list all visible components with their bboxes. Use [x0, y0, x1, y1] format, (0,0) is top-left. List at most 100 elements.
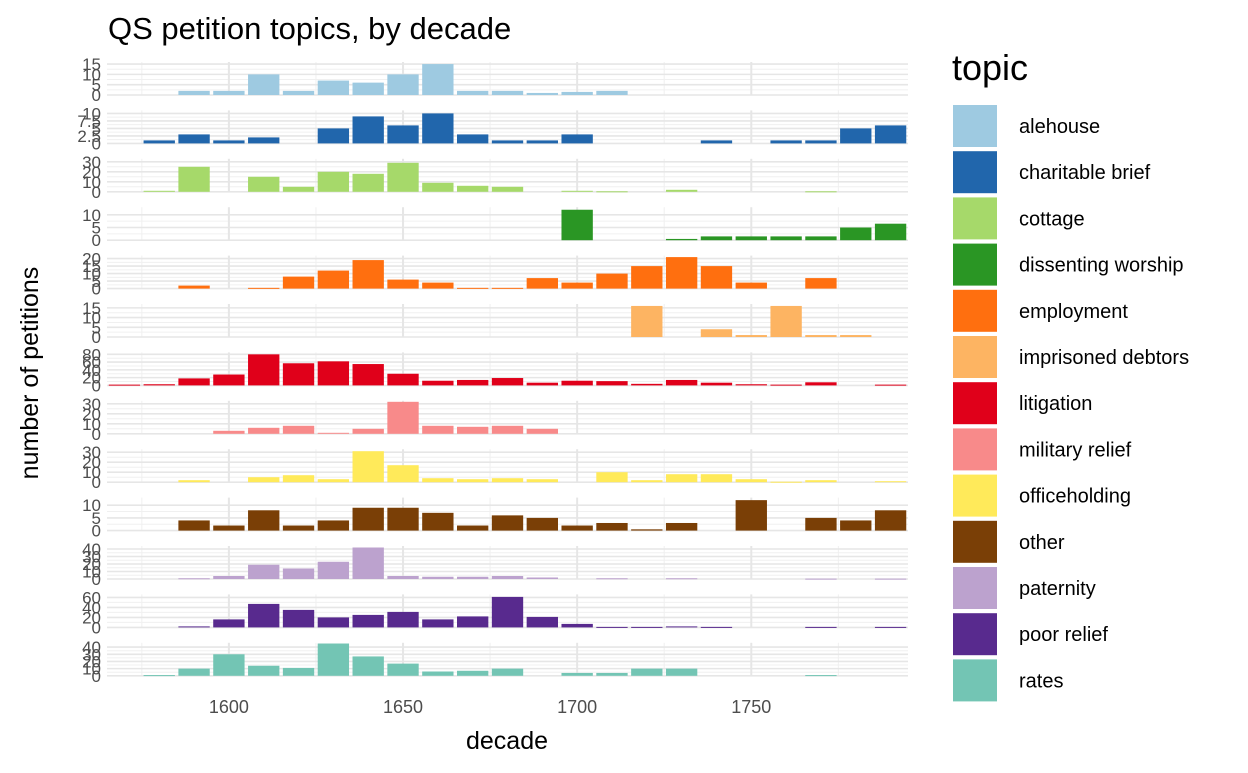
bar [143, 190, 175, 192]
legend-swatch [953, 428, 997, 471]
y-tick-label: 30 [82, 153, 101, 172]
y-tick-label: 60 [82, 588, 101, 607]
bar [282, 609, 315, 628]
bar [457, 576, 489, 579]
bar [526, 577, 558, 579]
y-axis-label: number of petitions [16, 267, 44, 480]
bar [526, 517, 558, 531]
bar [352, 428, 384, 434]
bar [352, 656, 384, 676]
bar [596, 522, 628, 531]
legend-item: dissenting worship [953, 243, 1184, 286]
bar [596, 273, 628, 289]
y-tick-label: 10 [82, 496, 101, 515]
bar [491, 140, 524, 144]
bar [143, 384, 175, 386]
y-tick-label: 10 [82, 463, 101, 482]
bar [805, 236, 837, 241]
legend-swatch [953, 474, 997, 517]
bar [840, 335, 872, 337]
legend-label: cottage [1019, 208, 1085, 230]
bar [282, 276, 315, 289]
bar [248, 137, 280, 144]
bar [665, 522, 698, 531]
y-tick-label: 20 [82, 608, 101, 627]
bar [143, 675, 175, 677]
bar [561, 91, 593, 95]
y-tick-label: 2.5 [77, 127, 101, 146]
y-tick-label: 5 [92, 119, 101, 138]
bar [631, 305, 663, 337]
bar [422, 380, 454, 386]
bar [457, 616, 489, 628]
legend-label: charitable brief [1019, 162, 1151, 184]
legend-title: topic [952, 47, 1028, 88]
bar [457, 426, 489, 434]
bar [352, 116, 384, 144]
y-tick-label: 5 [92, 318, 101, 337]
y-tick-label: 0 [92, 425, 101, 444]
y-tick-label: 0 [92, 570, 101, 589]
legend-item: paternity [953, 567, 1096, 609]
bar [805, 626, 837, 628]
y-tick-label: 15 [82, 55, 101, 74]
bar [491, 515, 524, 531]
y-tick-label: 0 [92, 328, 101, 347]
bar [526, 616, 558, 628]
x-tick-label: 1700 [557, 697, 597, 717]
bar [735, 384, 767, 386]
bar [282, 667, 315, 676]
bar [665, 474, 698, 483]
bar [352, 82, 384, 95]
bar [213, 619, 245, 628]
bar [526, 92, 558, 95]
legend-label: employment [1019, 301, 1128, 323]
bar [596, 578, 628, 580]
bar [665, 626, 698, 628]
legend-item: other [953, 520, 1065, 563]
bar [282, 525, 315, 531]
bar [805, 335, 837, 337]
bar [526, 140, 558, 144]
bar [526, 382, 558, 386]
bar [596, 672, 628, 676]
x-tick-label: 1750 [731, 697, 771, 717]
bar [561, 209, 593, 241]
bar [248, 354, 280, 386]
x-tick-label: 1600 [209, 697, 249, 717]
y-tick-label: 10 [82, 173, 101, 192]
bar [422, 478, 454, 483]
bar [874, 384, 907, 386]
bar [422, 425, 454, 434]
y-tick-label: 40 [82, 540, 101, 559]
bar [178, 480, 210, 483]
legend-swatch [953, 659, 997, 702]
bar [457, 287, 489, 289]
bar [317, 361, 350, 386]
bar [874, 223, 907, 241]
bar [248, 74, 280, 95]
bar [352, 614, 384, 628]
legend-swatch [953, 243, 997, 286]
bar [352, 451, 384, 483]
y-tick-label: 0 [92, 618, 101, 637]
bar [178, 668, 210, 676]
bar [840, 227, 872, 241]
bar [491, 596, 524, 628]
legend-label: alehouse [1019, 116, 1100, 138]
legend-label: other [1019, 532, 1065, 554]
bar [596, 626, 628, 628]
legend-label: officeholding [1019, 486, 1131, 508]
y-tick-label: 5 [92, 219, 101, 238]
bar [282, 186, 315, 192]
bar [700, 626, 733, 628]
bar [387, 576, 419, 579]
bar [665, 189, 698, 192]
legend-swatch [953, 197, 997, 240]
bar [631, 383, 663, 386]
